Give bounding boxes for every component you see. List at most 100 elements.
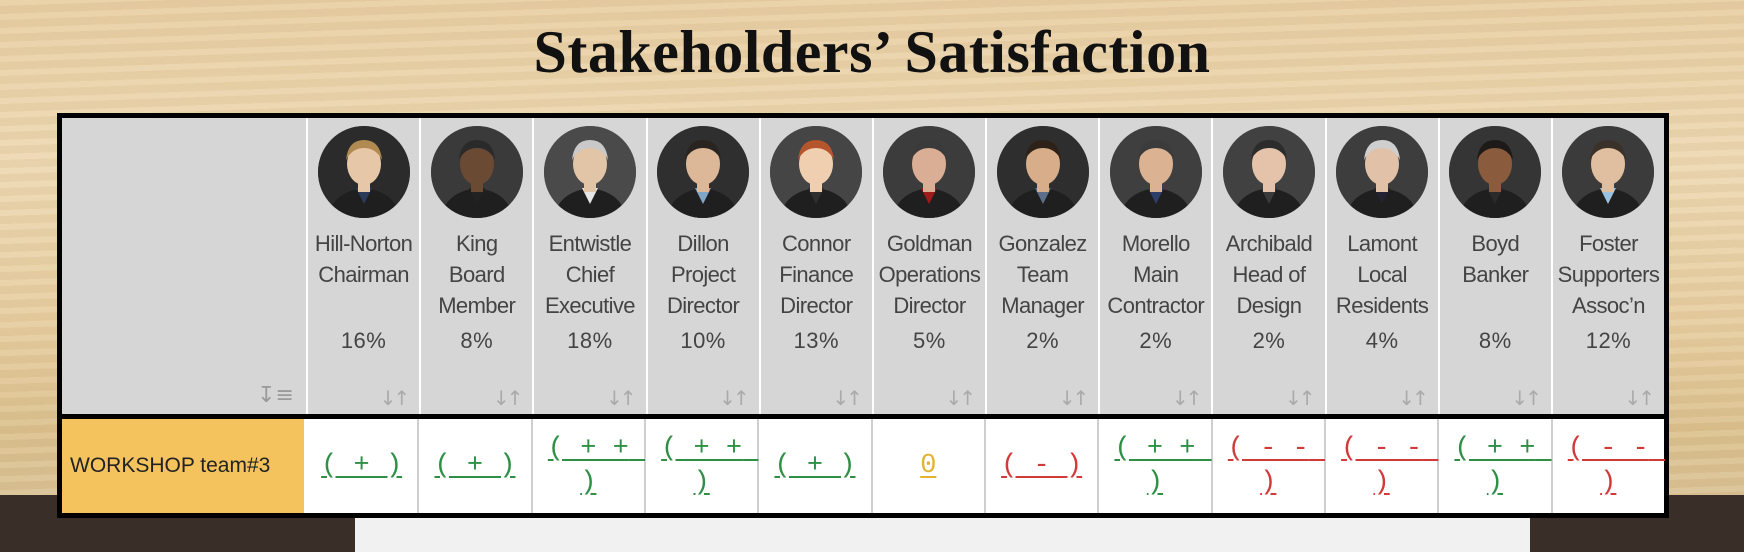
stakeholder-column[interactable]: Connor Finance Director 13% ↓↑ xyxy=(760,118,874,414)
stakeholder-name-line: Foster xyxy=(1579,231,1638,256)
score-cell[interactable]: ( - - ) xyxy=(1325,419,1440,513)
stakeholder-column[interactable]: Morello Main Contractor 2% ↓↑ xyxy=(1100,118,1214,414)
score-cell[interactable]: ( + ) xyxy=(306,419,420,513)
satisfaction-score[interactable]: ( + + ) xyxy=(1454,434,1552,498)
stakeholder-name-line: Design xyxy=(1236,293,1302,318)
stakeholder-percent: 12% xyxy=(1585,328,1632,353)
stakeholder-column[interactable]: Foster Supporters Assoc’n 12% ↓↑ xyxy=(1552,118,1665,414)
stakeholder-column[interactable]: King Board Member 8% ↓↑ xyxy=(421,118,535,414)
satisfaction-score[interactable]: ( + ) xyxy=(321,451,403,481)
satisfaction-score[interactable]: ( + ) xyxy=(774,451,856,481)
avatar-man-red-tie-portrait xyxy=(883,126,976,218)
stakeholder-percent: 13% xyxy=(793,328,840,353)
table-row: WORKSHOP team#3 ( + )( + )( + + )( + + )… xyxy=(62,419,1664,513)
satisfaction-score[interactable]: ( - - ) xyxy=(1567,434,1665,498)
sort-descending-icon[interactable]: ↧≡ xyxy=(257,383,294,408)
stakeholder-column[interactable]: Dillon Project Director 10% ↓↑ xyxy=(647,118,761,414)
stakeholder-name-line: Director xyxy=(666,293,740,318)
stakeholder-name-line: King xyxy=(455,231,498,256)
satisfaction-table: ↧≡ Hill-Norton Chairman 16% ↓↑ King Board Memb… xyxy=(57,113,1669,518)
score-cell[interactable]: ( + ) xyxy=(759,419,873,513)
score-cell[interactable]: ( - ) xyxy=(985,419,1100,513)
stakeholder-column[interactable]: Goldman Operations Director 5% ↓↑ xyxy=(873,118,988,414)
team-name-cell: WORKSHOP team#3 xyxy=(62,419,306,513)
score-cell[interactable]: ( + + ) xyxy=(1439,419,1553,513)
sort-arrows-icon[interactable]: ↓↑ xyxy=(945,386,976,410)
stakeholder-name-line: Manager xyxy=(1001,293,1084,318)
sort-arrows-icon[interactable]: ↓↑ xyxy=(1624,386,1655,410)
score-cell[interactable]: ( - - ) xyxy=(1212,419,1326,513)
sort-arrows-icon[interactable]: ↓↑ xyxy=(492,386,523,410)
avatar-grey-haired-man-portrait xyxy=(543,126,636,218)
stakeholder-name-line: Supporters xyxy=(1557,262,1660,287)
corner-header-cell: ↧≡ xyxy=(62,118,308,414)
stakeholder-percent: 2% xyxy=(1252,328,1286,353)
stakeholder-column[interactable]: Archibald Head of Design 2% ↓↑ xyxy=(1213,118,1327,414)
stakeholder-name-line: Director xyxy=(780,293,853,318)
stakeholder-column[interactable]: Boyd Banker 8% ↓↑ xyxy=(1439,118,1553,414)
stakeholder-name: Hill-Norton Chairman xyxy=(308,228,419,321)
sort-arrows-icon[interactable]: ↓↑ xyxy=(1398,386,1428,410)
stakeholder-name-line: Morello xyxy=(1121,231,1191,256)
avatar-older-man-glasses-portrait xyxy=(1336,126,1429,218)
stakeholder-name: Entwistle Chief Executive xyxy=(534,228,645,321)
stakeholder-name-line: Head of xyxy=(1232,262,1306,287)
satisfaction-score[interactable]: ( - - ) xyxy=(1341,434,1439,498)
satisfaction-score[interactable]: ( + ) xyxy=(434,451,516,481)
stakeholder-name-line: Main xyxy=(1133,262,1179,287)
sort-arrows-icon[interactable]: ↓↑ xyxy=(1058,386,1089,410)
satisfaction-score[interactable]: 0 xyxy=(920,451,937,481)
stakeholder-name-line: Entwistle xyxy=(548,231,632,256)
stakeholder-name-line: Board xyxy=(448,262,505,287)
score-cell[interactable]: ( + ) xyxy=(419,419,533,513)
stakeholder-column[interactable]: Lamont Local Residents 4% ↓↑ xyxy=(1326,118,1440,414)
sort-arrows-icon[interactable]: ↓↑ xyxy=(1511,386,1541,410)
stakeholder-name-line: Local xyxy=(1357,262,1407,287)
stakeholder-name-line: Archibald xyxy=(1225,231,1313,256)
sort-arrows-icon[interactable]: ↓↑ xyxy=(606,386,636,410)
stakeholder-name: Boyd Banker xyxy=(1440,228,1551,321)
stakeholder-name: Dillon Project Director xyxy=(648,228,759,321)
stakeholder-name-line: Boyd xyxy=(1471,231,1520,256)
stakeholder-percent: 8% xyxy=(460,328,494,353)
avatar-man-suit-portrait xyxy=(1109,126,1202,218)
stakeholder-name-line: Connor xyxy=(781,231,851,256)
stakeholder-column[interactable]: Entwistle Chief Executive 18% ↓↑ xyxy=(534,118,648,414)
stakeholder-name-line: Lamont xyxy=(1347,231,1418,256)
avatar-curly-haired-man-portrait xyxy=(996,126,1089,218)
score-cell[interactable]: ( - - ) xyxy=(1552,419,1665,513)
sort-arrows-icon[interactable]: ↓↑ xyxy=(1171,386,1202,410)
satisfaction-score[interactable]: ( - ) xyxy=(1001,451,1083,481)
satisfaction-score[interactable]: ( + + ) xyxy=(547,434,646,498)
sort-arrows-icon[interactable]: ↓↑ xyxy=(832,386,862,410)
stakeholder-name-line: Contractor xyxy=(1107,293,1205,318)
stakeholder-percent: 10% xyxy=(680,328,726,353)
stakeholder-name: Lamont Local Residents xyxy=(1327,228,1438,321)
stakeholder-name-line: Chief xyxy=(565,262,615,287)
stakeholder-name-line: Team xyxy=(1016,262,1069,287)
satisfaction-score[interactable]: ( - - ) xyxy=(1227,434,1325,498)
stakeholder-name-line: Dillon xyxy=(677,231,729,256)
stakeholder-column[interactable]: Hill-Norton Chairman 16% ↓↑ xyxy=(308,118,422,414)
sort-arrows-icon[interactable]: ↓↑ xyxy=(1285,386,1315,410)
stakeholder-name: Archibald Head of Design xyxy=(1213,228,1324,321)
stakeholder-name-line: Operations xyxy=(878,262,981,287)
sort-arrows-icon[interactable]: ↓↑ xyxy=(719,386,749,410)
paper-sheet xyxy=(355,512,1530,552)
avatar-young-man-portrait xyxy=(657,126,750,218)
stakeholder-column[interactable]: Gonzalez Team Manager 2% ↓↑ xyxy=(987,118,1101,414)
stakeholder-name-line: Finance xyxy=(779,262,854,287)
score-cell[interactable]: ( + + ) xyxy=(1099,419,1213,513)
satisfaction-score[interactable]: ( + + ) xyxy=(661,434,759,498)
score-cell[interactable]: ( + + ) xyxy=(532,419,646,513)
satisfaction-score[interactable]: ( + + ) xyxy=(1114,434,1212,498)
stakeholder-name-line: Residents xyxy=(1335,293,1429,318)
sort-arrows-icon[interactable]: ↓↑ xyxy=(379,386,410,410)
stakeholder-name: Morello Main Contractor xyxy=(1100,228,1211,321)
stakeholder-name: Gonzalez Team Manager xyxy=(987,228,1098,321)
score-cell[interactable]: ( + + ) xyxy=(645,419,760,513)
stakeholder-name: Goldman Operations Director xyxy=(874,228,985,321)
stakeholder-percent: 18% xyxy=(567,328,613,353)
avatar-bald-man-portrait xyxy=(430,126,523,218)
score-cell[interactable]: 0 xyxy=(872,419,986,513)
